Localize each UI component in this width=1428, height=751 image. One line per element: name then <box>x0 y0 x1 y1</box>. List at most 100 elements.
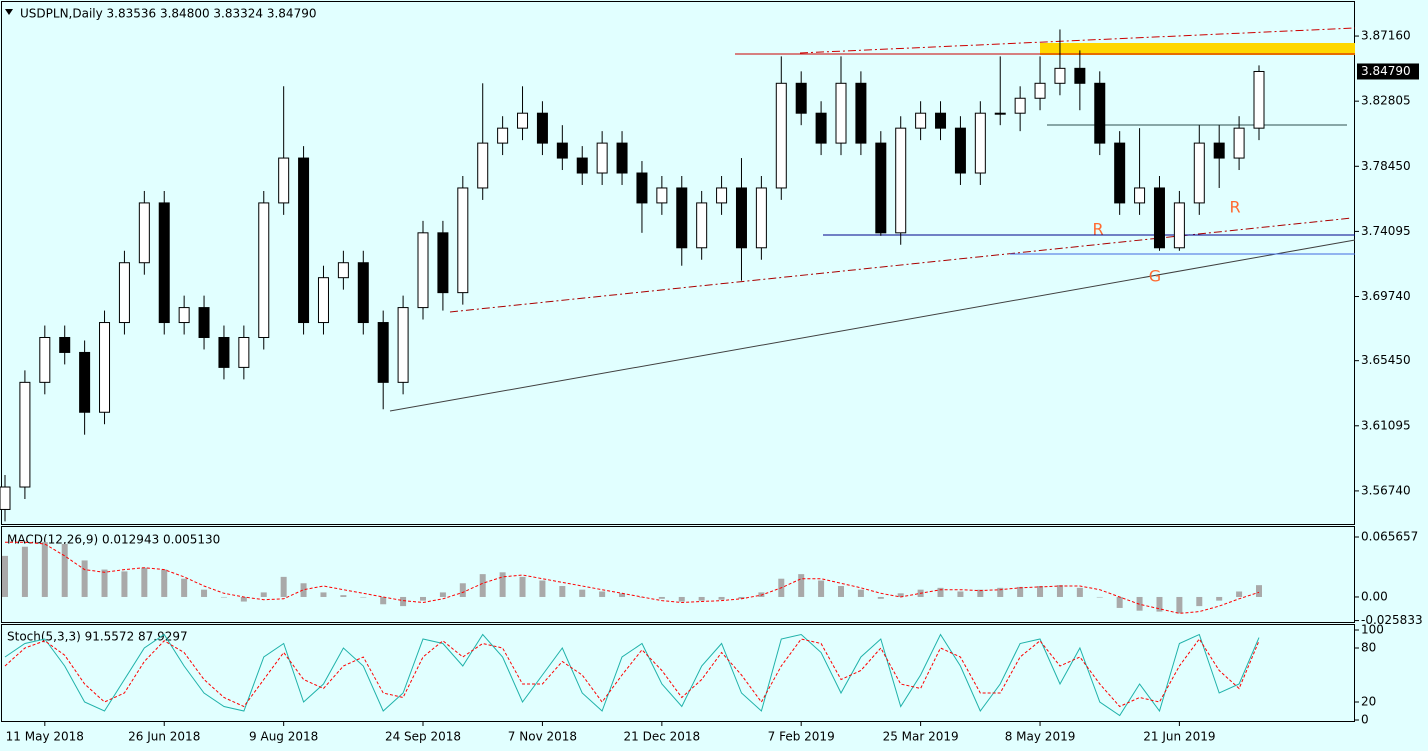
macd-bar <box>320 592 327 597</box>
macd-bar <box>1216 596 1223 601</box>
macd-bar <box>718 596 725 600</box>
main-panel <box>1 1 1355 525</box>
candle-body <box>636 172 648 204</box>
candle-body <box>1014 97 1026 114</box>
candle-body <box>735 187 747 249</box>
y-tick-label: 0 <box>1361 713 1369 727</box>
macd-bar <box>141 567 148 597</box>
candle-body <box>835 82 847 144</box>
candle-body <box>1134 187 1146 204</box>
macd-bar <box>738 596 745 599</box>
macd-bar <box>161 569 168 597</box>
candle-body <box>875 142 887 234</box>
y-tick-label: 80 <box>1361 641 1376 655</box>
candle-body <box>974 112 986 174</box>
x-tick-label: 21 Dec 2018 <box>624 730 701 744</box>
stoch-main <box>4 633 1260 717</box>
y-tick-label: 3.61095 <box>1361 418 1411 432</box>
candle-body <box>596 142 608 174</box>
macd-title: MACD(12,26,9) 0.012943 0.005130 <box>7 533 220 547</box>
candle-body <box>377 322 389 383</box>
candle-body <box>457 187 469 294</box>
candle-body <box>676 187 688 249</box>
candle-body <box>696 202 708 249</box>
macd-bar <box>1236 591 1243 597</box>
macd-bar <box>877 596 884 599</box>
candle-body <box>118 262 130 324</box>
macd-bar <box>21 546 28 597</box>
macd-bar <box>41 542 48 597</box>
current-price-label: 3.84790 <box>1361 64 1411 78</box>
x-tick-label: 9 Aug 2018 <box>249 730 318 744</box>
y-tick-label: 3.74095 <box>1361 224 1411 238</box>
x-tick-label: 11 May 2018 <box>6 730 84 744</box>
candle-body <box>616 142 628 174</box>
macd-bar <box>220 596 227 598</box>
candle-body <box>258 202 270 338</box>
stoch-title: Stoch(5,3,3) 91.5572 87.9297 <box>7 630 188 644</box>
macd-bar <box>1017 586 1024 597</box>
candle-body <box>954 127 966 174</box>
macd-signal <box>5 541 1260 614</box>
macd-bar <box>101 569 108 597</box>
candle-body <box>556 142 568 159</box>
channel-bottom <box>449 217 1353 313</box>
macd-bar <box>539 580 546 597</box>
macd-bar <box>400 596 407 607</box>
y-tick-label: 3.87160 <box>1361 29 1411 43</box>
macd-bar <box>240 596 247 602</box>
macd-bar <box>360 596 367 598</box>
macd-bar <box>678 596 685 602</box>
macd-bar <box>1156 596 1163 612</box>
macd-bar <box>2 555 8 597</box>
macd-bar <box>798 574 805 597</box>
candle-body <box>99 322 111 413</box>
candle-body <box>1173 202 1185 249</box>
macd-bar <box>300 583 307 597</box>
candle-body <box>477 142 489 189</box>
candle-body <box>815 112 827 144</box>
macd-bar <box>838 586 844 597</box>
macd-bar <box>579 589 586 597</box>
candle-body <box>935 112 947 129</box>
x-tick-label: 21 Jun 2019 <box>1143 730 1215 744</box>
macd-bar <box>1056 585 1063 597</box>
candle-body <box>79 351 91 413</box>
candle-body <box>178 307 190 324</box>
candle-body <box>716 187 728 204</box>
y-tick-label: 20 <box>1361 695 1376 709</box>
candle-body <box>1253 70 1265 129</box>
candle-body <box>158 202 170 324</box>
macd-bar <box>997 587 1004 597</box>
candle-body <box>576 157 588 174</box>
macd-bar <box>121 571 128 597</box>
macd-bar <box>499 572 506 597</box>
current-price-box <box>1357 63 1419 80</box>
macd-bar <box>698 596 705 601</box>
macd-bar <box>61 543 68 597</box>
candle-body <box>417 232 429 309</box>
candle-body <box>138 202 150 264</box>
macd-bar <box>977 589 984 597</box>
candle-body <box>59 336 71 353</box>
candle-body <box>1213 142 1225 159</box>
candle-body <box>437 232 449 294</box>
macd-bar <box>658 596 665 599</box>
candle-body <box>298 157 310 324</box>
macd-bar <box>897 593 904 597</box>
macd-bar <box>1116 596 1123 608</box>
macd-bar <box>957 591 964 597</box>
macd-bar <box>380 596 387 605</box>
macd-bar <box>1096 596 1103 598</box>
candle-body <box>855 82 867 144</box>
channel-top <box>799 27 1356 54</box>
candle-body <box>536 112 548 144</box>
macd-bar <box>599 591 606 597</box>
menu-arrow[interactable] <box>5 9 13 15</box>
candle-body <box>895 127 907 234</box>
candle-body <box>238 336 250 368</box>
candle-body <box>1034 82 1046 99</box>
macd-bar <box>1196 596 1203 607</box>
macd-bar <box>519 576 526 597</box>
macd-bar <box>1037 586 1044 597</box>
